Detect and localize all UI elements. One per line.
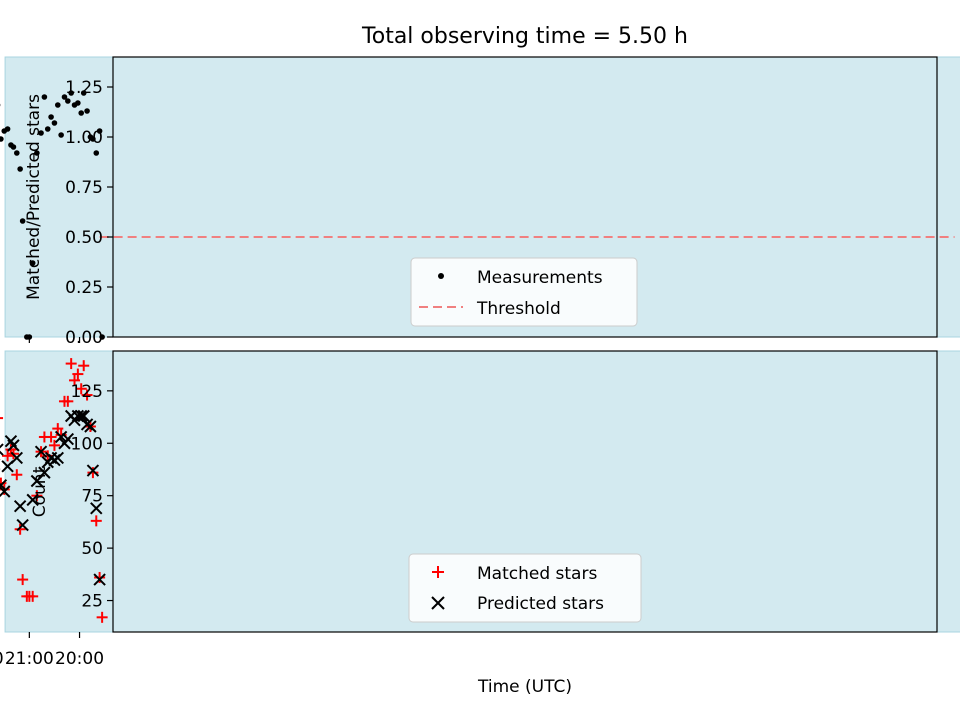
y-tick-label: 0.00 <box>65 328 103 348</box>
measurement-point <box>84 108 90 114</box>
x-axis-label: Time (UTC) <box>477 677 572 697</box>
measurement-point <box>55 102 61 108</box>
y-tick-label: 0.50 <box>65 228 103 248</box>
legend-measurements-marker <box>438 273 444 279</box>
measurement-point <box>48 114 54 120</box>
bottom-y-axis-label: Count <box>30 466 50 517</box>
y-tick-label: 125 <box>71 382 103 402</box>
y-tick-label: 75 <box>81 487 103 507</box>
measurement-point <box>52 120 58 126</box>
top-legend: Measurements Threshold <box>411 258 637 326</box>
y-tick-label: 50 <box>81 539 103 559</box>
y-tick-label: 0.25 <box>65 278 103 298</box>
measurement-point <box>17 166 23 172</box>
measurement-point <box>45 126 51 132</box>
top-panel: 0.00 0.25 0.50 0.75 1.00 1.25 Matched/Predict… <box>0 57 960 348</box>
measurement-point <box>58 132 64 138</box>
legend-matched-label: Matched stars <box>477 564 597 584</box>
y-tick-label: 0.75 <box>65 178 103 198</box>
legend-measurements-label: Measurements <box>477 268 603 288</box>
legend-threshold-label: Threshold <box>476 299 561 319</box>
measurement-point <box>72 102 78 108</box>
y-tick-label: 25 <box>81 592 103 612</box>
legend-predicted-label: Predicted stars <box>477 594 604 614</box>
x-tick-label: 22:00 <box>0 649 4 669</box>
top-y-axis-label: Matched/Predicted stars <box>24 94 44 300</box>
measurement-point <box>14 150 20 156</box>
measurement-point <box>1 128 7 134</box>
x-tick-label: 20:00 <box>55 649 104 669</box>
measurement-point <box>8 142 14 148</box>
measurement-point <box>78 110 84 116</box>
x-tick-label: 21:00 <box>5 649 54 669</box>
measurement-point <box>93 150 99 156</box>
y-tick-label: 1.25 <box>65 78 103 98</box>
y-tick-label: 100 <box>71 434 103 454</box>
chart-title: Total observing time = 5.50 h <box>361 24 688 49</box>
y-tick-label: 1.00 <box>65 128 103 148</box>
bottom-legend: Matched stars Predicted stars <box>409 554 641 622</box>
